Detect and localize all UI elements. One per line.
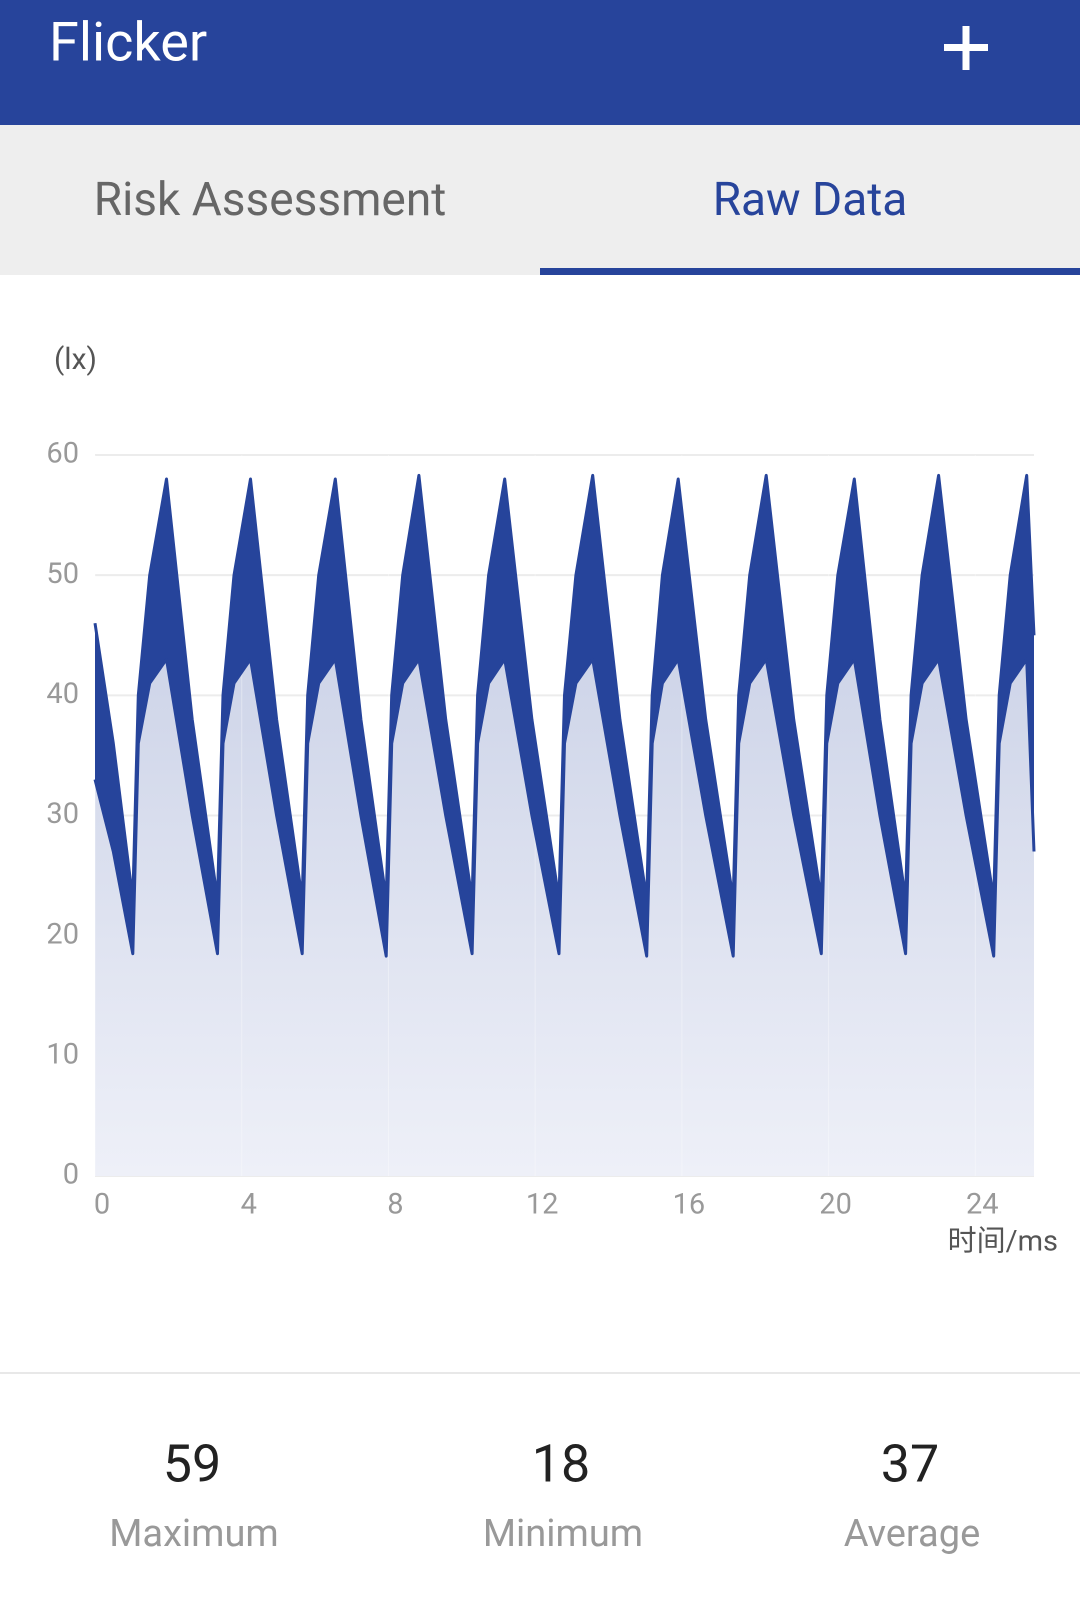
stat-label: Average	[844, 1512, 980, 1556]
y-axis-label: (lx)	[54, 342, 97, 377]
stats: 59 Maximum 18 Minimum 37 Average	[109, 1434, 980, 1556]
x-tick-label: 12	[526, 1188, 559, 1222]
y-tick-label: 0	[63, 1158, 79, 1192]
x-tick-label: 0	[94, 1188, 110, 1222]
tab-indicator	[540, 268, 1080, 275]
app-title: Flicker	[49, 11, 207, 74]
y-tick-label: 20	[46, 917, 79, 951]
x-tick-label: 20	[819, 1188, 852, 1222]
add-button[interactable]	[944, 26, 988, 70]
x-tick-label: 4	[241, 1188, 257, 1222]
y-tick-label: 40	[46, 677, 79, 711]
y-tick-label: 10	[46, 1037, 79, 1071]
tab-bar	[0, 125, 1080, 275]
x-axis-label: 时间/ms	[948, 1225, 1058, 1259]
x-tick-label: 8	[387, 1188, 403, 1222]
y-tick-label: 60	[46, 437, 79, 471]
y-tick-label: 50	[46, 557, 79, 591]
signal-line	[93, 473, 1036, 902]
tab-active[interactable]: Raw Data	[713, 173, 908, 227]
y-tick-label: 30	[46, 797, 79, 831]
stat-value: 37	[881, 1434, 939, 1495]
stat-label: Minimum	[483, 1512, 643, 1556]
x-tick-label: 16	[673, 1188, 706, 1222]
signal-line	[93, 657, 1036, 958]
app-bar	[0, 0, 1080, 125]
stat-value: 18	[532, 1434, 590, 1495]
stat-label: Maximum	[109, 1512, 279, 1556]
tab[interactable]: Risk Assessment	[94, 173, 447, 227]
x-tick-label: 24	[966, 1188, 999, 1222]
stat-value: 59	[163, 1434, 221, 1495]
chart: (lx) 时间/ms 0 10 20 30 40 50 60 0 4 8 12 16 20 24	[46, 342, 1058, 1259]
